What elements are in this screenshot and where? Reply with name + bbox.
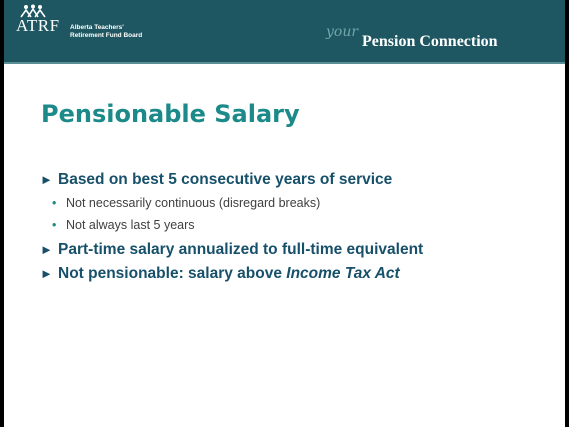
bullet-list: ► Based on best 5 consecutive years of se… bbox=[40, 168, 560, 286]
subbullet: • Not always last 5 years bbox=[52, 214, 560, 236]
dot: • bbox=[52, 196, 57, 210]
dot: • bbox=[52, 218, 57, 232]
header-bar: ATRF Alberta Teachers' Retirement Fund B… bbox=[4, 0, 565, 64]
bullet: ► Based on best 5 consecutive years of se… bbox=[40, 168, 560, 236]
bullet: ► Not pensionable: salary above Income Ta… bbox=[40, 262, 560, 286]
organization-name: Alberta Teachers' Retirement Fund Board bbox=[70, 24, 142, 40]
org-line: Retirement Fund Board bbox=[70, 32, 143, 39]
tagline: Pension Connection bbox=[362, 33, 498, 50]
slide-title: Pensionable Salary bbox=[41, 100, 300, 128]
subbullet-list: • Not necessarily continuous (disregard b… bbox=[52, 192, 560, 236]
subbullet-text: Not necessarily continuous (disregard br… bbox=[66, 196, 321, 210]
bullet-text: Based on best 5 consecutive years of ser… bbox=[58, 171, 393, 188]
org-line: Alberta Teachers' bbox=[70, 24, 124, 31]
bullet-text: Not pensionable: salary above bbox=[58, 265, 287, 282]
tagline-script: your bbox=[326, 24, 359, 40]
bullet-text: Part-time salary annualized to full-time… bbox=[58, 241, 424, 258]
arrow: ► bbox=[40, 242, 53, 257]
subbullet-text: Not always last 5 years bbox=[66, 218, 195, 232]
arrow: ► bbox=[40, 172, 53, 187]
subbullet: • Not necessarily continuous (disregard b… bbox=[52, 192, 560, 214]
logo-icon bbox=[20, 4, 46, 18]
arrow: ► bbox=[40, 266, 53, 281]
bullet: ► Part-time salary annualized to full-tim… bbox=[40, 238, 560, 262]
slide: ATRF Alberta Teachers' Retirement Fund B… bbox=[4, 0, 565, 427]
bullet-emphasis: Income Tax Act bbox=[286, 265, 400, 282]
logo-text: ATRF bbox=[16, 16, 60, 35]
